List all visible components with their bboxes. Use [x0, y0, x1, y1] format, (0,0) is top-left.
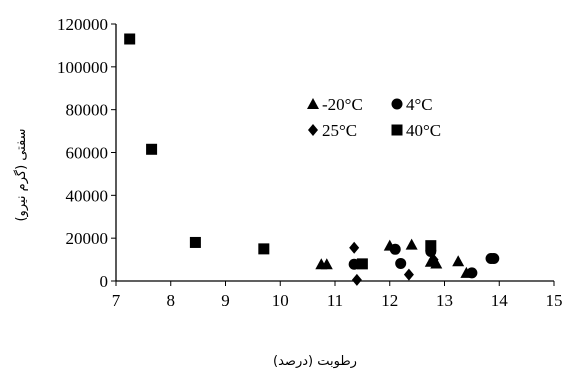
y-axis-title: سفتی (گرم نیرو) — [13, 128, 29, 221]
x-tick-label: 10 — [272, 291, 289, 310]
data-point-square — [189, 236, 201, 248]
data-point-triangle — [452, 255, 465, 267]
data-point-circle — [395, 257, 407, 269]
legend-item: 40°C — [391, 121, 441, 140]
legend-label: -20°C — [322, 95, 363, 114]
y-tick-label: 80000 — [66, 101, 109, 120]
series-diamond — [349, 241, 439, 286]
x-tick-label: 11 — [327, 291, 343, 310]
data-point-triangle — [405, 238, 418, 250]
legend-label: 40°C — [406, 121, 441, 140]
x-tick-label: 7 — [112, 291, 121, 310]
series-circle — [348, 243, 500, 279]
axes: 0 20000 40000 60000 80000 100000 120000 7 8 9 10 11… — [57, 15, 563, 310]
legend-item: -20°C — [307, 95, 363, 114]
data-point-square — [356, 258, 368, 270]
data-point-triangle — [320, 258, 333, 270]
y-tick-label: 100000 — [57, 58, 108, 77]
legend-label: 25°C — [322, 121, 357, 140]
data-point-diamond — [428, 253, 439, 266]
legend-label: 4°C — [406, 95, 433, 114]
x-tick-label: 8 — [167, 291, 176, 310]
x-tick-label: 14 — [491, 291, 509, 310]
legend-item: 25°C — [308, 121, 357, 140]
legend-item: 4°C — [391, 95, 433, 114]
x-tick-label: 15 — [546, 291, 563, 310]
y-tick-label: 40000 — [66, 186, 109, 205]
legend-marker-diamond — [308, 124, 318, 136]
legend-marker-circle — [391, 98, 403, 110]
legend: -20°C 4°C 25°C 40°C — [307, 95, 441, 140]
legend-marker-triangle — [307, 98, 319, 109]
data-point-diamond — [349, 241, 360, 254]
x-tick-label: 12 — [381, 291, 398, 310]
y-tick-label: 20000 — [66, 229, 109, 248]
legend-marker-square — [391, 124, 403, 136]
x-tick-label: 9 — [221, 291, 230, 310]
y-tick-label: 60000 — [66, 144, 109, 163]
y-tick-label: 120000 — [57, 15, 108, 34]
data-point-square — [258, 243, 270, 255]
y-tick-label: 0 — [100, 272, 109, 291]
data-marks — [124, 33, 500, 286]
data-point-circle — [389, 243, 401, 255]
data-point-square — [146, 143, 158, 155]
x-axis-title: رطوبت (درصد) — [273, 354, 357, 369]
data-point-square — [124, 33, 136, 45]
data-point-circle — [466, 267, 478, 279]
series-square — [124, 33, 437, 270]
data-point-circle — [488, 253, 500, 265]
data-point-square — [425, 240, 437, 252]
x-tick-label: 13 — [436, 291, 453, 310]
data-point-triangle — [430, 257, 443, 269]
data-point-diamond — [403, 268, 414, 281]
data-point-diamond — [351, 273, 362, 286]
